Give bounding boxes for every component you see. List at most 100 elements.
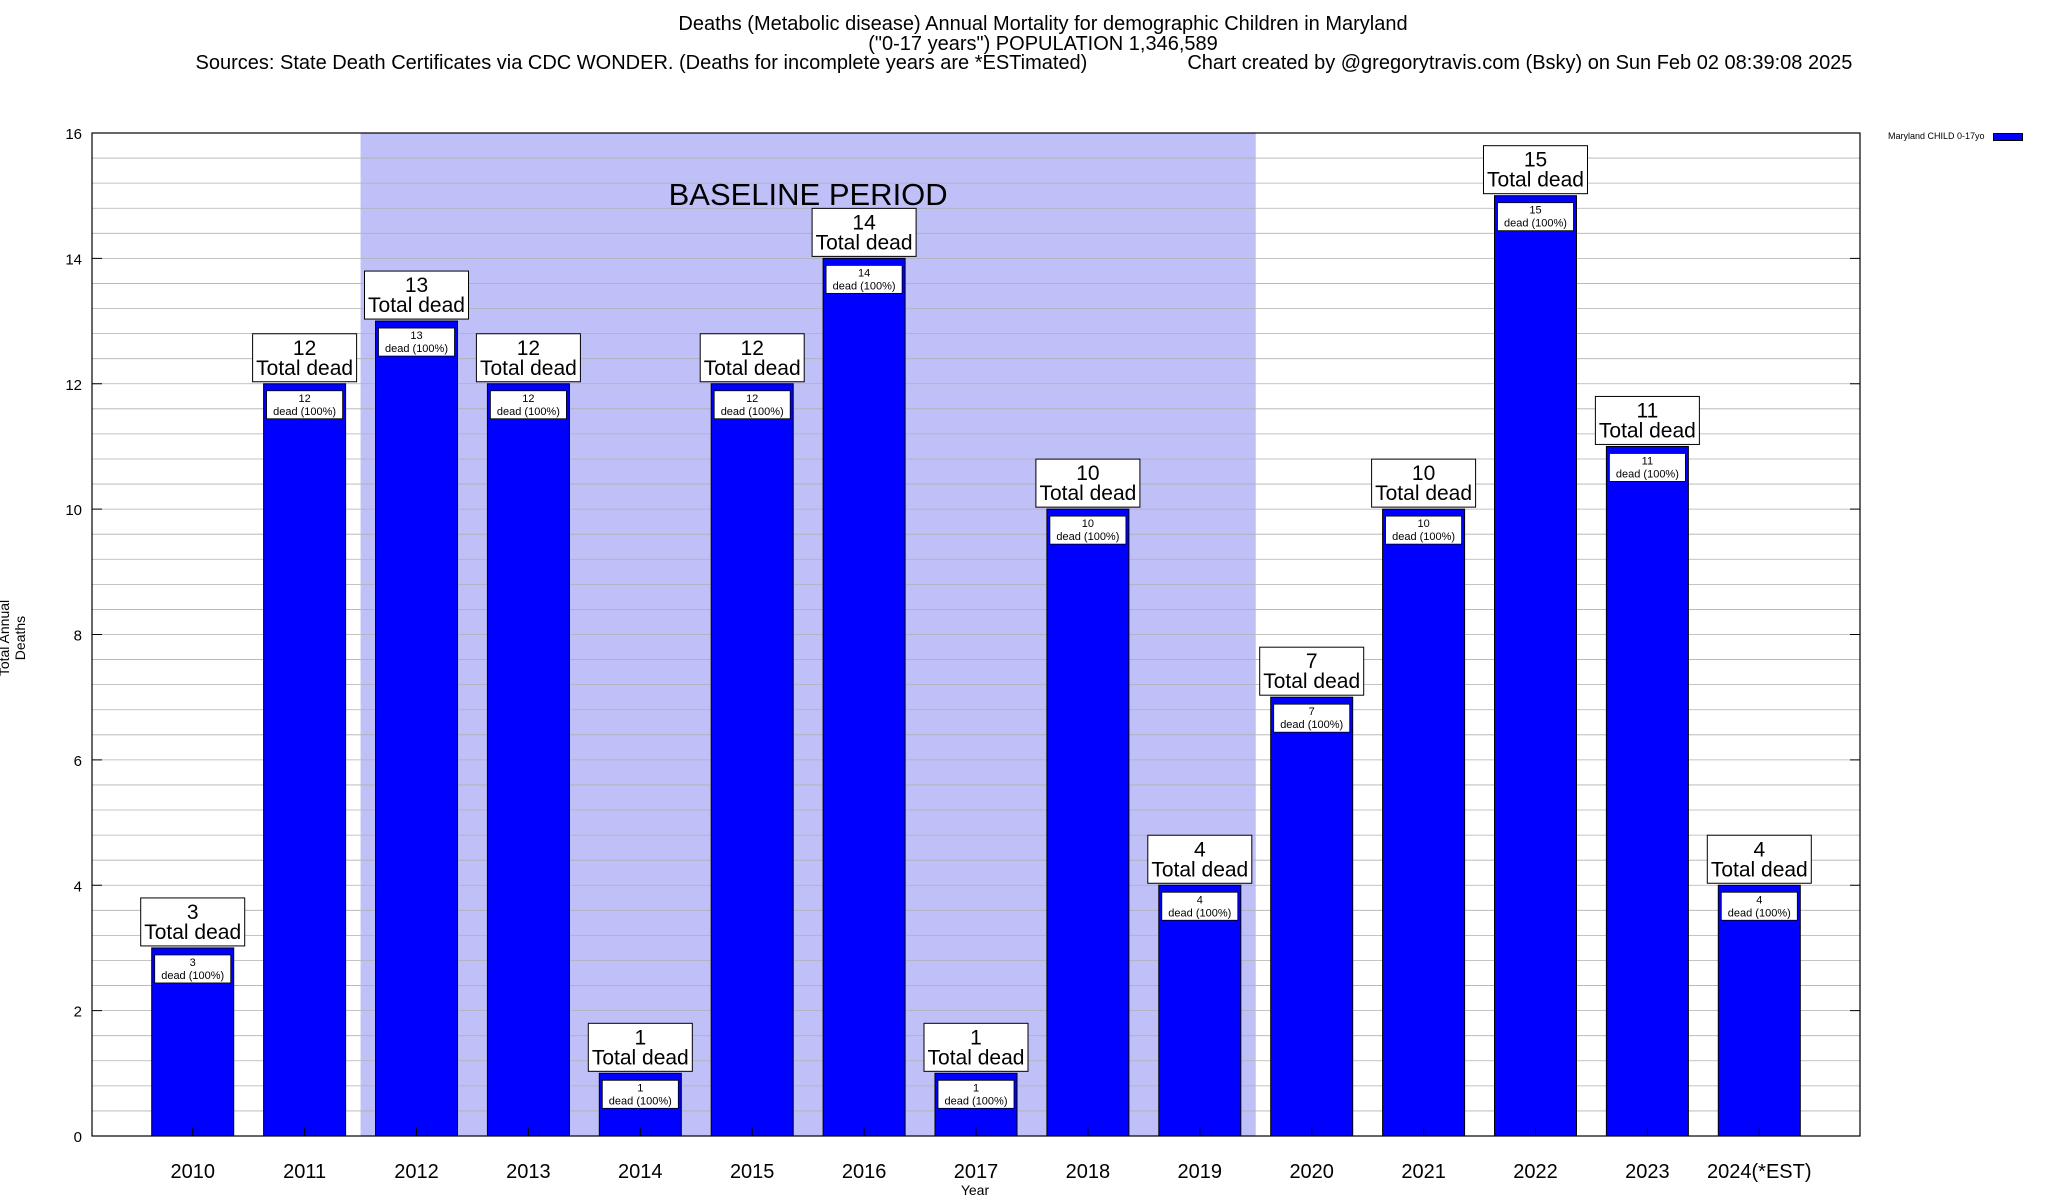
bar bbox=[1717, 884, 1801, 1137]
bar-inner-label-box bbox=[601, 1079, 679, 1109]
legend-label: Maryland CHILD 0-17yo bbox=[1888, 131, 1985, 141]
bar-inner-label-box bbox=[1497, 202, 1574, 232]
total-label-value: 12 bbox=[293, 337, 316, 360]
legend: Maryland CHILD 0-17yo bbox=[1888, 131, 2023, 141]
x-tick-label: 2017 bbox=[954, 1161, 999, 1183]
total-label-text: Total dead bbox=[256, 357, 353, 380]
legend-swatch bbox=[1992, 132, 2023, 141]
y-tick-label: 0 bbox=[74, 1129, 82, 1146]
bar-inner-value: 1 bbox=[973, 1082, 979, 1094]
bar-inner-label-box bbox=[1608, 453, 1686, 482]
total-label-value: 10 bbox=[1076, 462, 1099, 485]
total-label-value: 1 bbox=[634, 1026, 646, 1049]
bar-inner-percent: dead (100%) bbox=[609, 1095, 672, 1107]
total-label-box bbox=[587, 1022, 693, 1072]
x-tick-label: 2016 bbox=[842, 1161, 887, 1183]
total-label-box bbox=[1706, 834, 1812, 884]
bar bbox=[1046, 508, 1130, 1137]
bar-inner-percent: dead (100%) bbox=[1728, 907, 1791, 919]
total-label-value: 13 bbox=[405, 274, 428, 297]
x-tick-label: 2020 bbox=[1289, 1161, 1334, 1183]
y-tick-label: 8 bbox=[74, 628, 82, 645]
x-axis-label: Year bbox=[960, 1182, 990, 1198]
bar bbox=[822, 257, 906, 1137]
total-label-text: Total dead bbox=[480, 357, 577, 380]
bar-inner-label-box bbox=[825, 264, 903, 294]
total-label-box bbox=[475, 333, 581, 383]
total-label-box bbox=[1371, 458, 1477, 508]
x-tick-label: 2010 bbox=[170, 1161, 215, 1183]
bar-inner-percent: dead (100%) bbox=[1168, 907, 1231, 919]
bar-inner-label-box bbox=[266, 390, 344, 420]
y-tick-label: 10 bbox=[65, 502, 82, 519]
bar bbox=[375, 320, 459, 1137]
bar-inner-value: 10 bbox=[1417, 518, 1429, 530]
bar bbox=[1270, 696, 1354, 1137]
chart-source-line: Sources: State Death Certificates via CD… bbox=[0, 52, 2048, 74]
total-label-text: Total dead bbox=[1151, 858, 1248, 881]
bar-inner-percent: dead (100%) bbox=[273, 406, 336, 418]
x-tick-label: 2021 bbox=[1401, 1161, 1446, 1183]
x-tick-label: 2012 bbox=[394, 1161, 439, 1183]
total-label-box bbox=[923, 1022, 1029, 1072]
bar-inner-label-box bbox=[1273, 703, 1351, 733]
bar-inner-value: 12 bbox=[522, 393, 534, 405]
total-label-box bbox=[364, 270, 470, 320]
bar bbox=[1158, 884, 1242, 1137]
total-label-box bbox=[252, 333, 358, 383]
total-label-text: Total dead bbox=[1039, 482, 1136, 505]
total-label-text: Total dead bbox=[1599, 419, 1696, 442]
total-label-text: Total dead bbox=[704, 357, 801, 380]
total-label-text: Total dead bbox=[816, 231, 913, 254]
total-label-value: 3 bbox=[187, 901, 199, 924]
total-label-value: 15 bbox=[1524, 149, 1547, 172]
total-label-value: 12 bbox=[741, 337, 764, 360]
bar-inner-percent: dead (100%) bbox=[945, 1095, 1008, 1107]
bar bbox=[263, 383, 347, 1137]
bar-inner-percent: dead (100%) bbox=[1504, 218, 1567, 230]
y-tick-label: 16 bbox=[65, 126, 82, 143]
x-tick-label: 2022 bbox=[1513, 1161, 1558, 1183]
x-tick-label: 2015 bbox=[730, 1161, 775, 1183]
bar-inner-label-box bbox=[490, 390, 567, 420]
bar-inner-label-box bbox=[378, 327, 455, 357]
bar-inner-label-box bbox=[713, 390, 791, 420]
x-tick-label: 2011 bbox=[283, 1161, 326, 1183]
bar-inner-percent: dead (100%) bbox=[833, 280, 896, 292]
total-label-value: 14 bbox=[852, 211, 876, 234]
total-label-box bbox=[1482, 145, 1588, 195]
bar-inner-percent: dead (100%) bbox=[497, 406, 560, 418]
y-tick-label: 4 bbox=[74, 878, 82, 895]
total-label-text: Total dead bbox=[368, 294, 465, 317]
total-label-value: 4 bbox=[1194, 838, 1206, 861]
bar-inner-value: 4 bbox=[1756, 894, 1762, 906]
bar bbox=[486, 383, 570, 1137]
bar-inner-label-box bbox=[1161, 891, 1239, 921]
total-label-box bbox=[699, 333, 805, 383]
total-label-box bbox=[1035, 458, 1141, 508]
bar-inner-value: 4 bbox=[1197, 894, 1203, 906]
x-tick-label: 2014 bbox=[618, 1161, 663, 1183]
bar-inner-value: 1 bbox=[637, 1082, 643, 1094]
bar-inner-percent: dead (100%) bbox=[1280, 719, 1343, 731]
total-label-text: Total dead bbox=[1263, 670, 1360, 693]
bar bbox=[710, 383, 794, 1137]
total-label-text: Total dead bbox=[928, 1046, 1025, 1069]
y-tick-label: 12 bbox=[65, 377, 82, 394]
baseline-period-label: BASELINE PERIOD bbox=[669, 177, 948, 212]
total-label-value: 1 bbox=[970, 1026, 982, 1049]
chart-subtitle: ("0-17 years") POPULATION 1,346,589 bbox=[868, 33, 1218, 55]
bar-inner-value: 15 bbox=[1529, 205, 1541, 217]
total-label-box bbox=[811, 207, 917, 257]
bar bbox=[1493, 195, 1577, 1137]
bar-inner-value: 14 bbox=[858, 267, 870, 279]
bar bbox=[1382, 508, 1466, 1137]
bar-inner-label-box bbox=[937, 1079, 1015, 1109]
total-label-box bbox=[140, 897, 246, 947]
bar-inner-percent: dead (100%) bbox=[385, 343, 448, 355]
x-tick-label: 2024(*EST) bbox=[1707, 1161, 1812, 1183]
bar-inner-label-box bbox=[1385, 515, 1462, 545]
y-tick-label: 14 bbox=[65, 251, 82, 268]
bar-inner-value: 13 bbox=[410, 330, 422, 342]
